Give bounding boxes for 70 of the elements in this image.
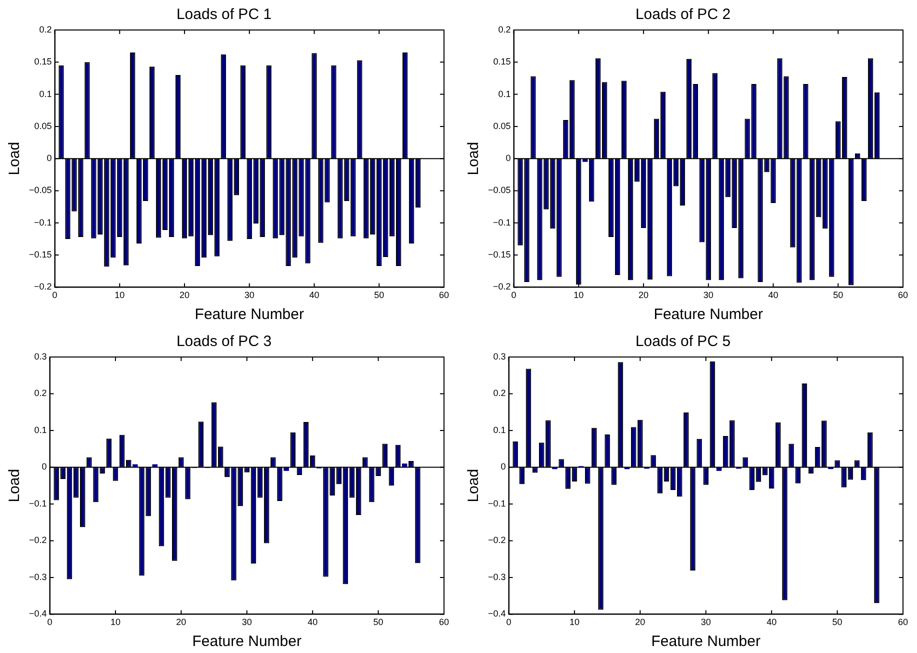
x-axis-title: Feature Number [654, 306, 763, 324]
chart-title: Loads of PC 3 [176, 333, 272, 350]
y-tick-label: 0 [500, 462, 506, 472]
x-tick-label: 10 [114, 290, 125, 300]
x-tick-label: 60 [438, 617, 450, 628]
y-tick-label: 0.2 [39, 24, 52, 34]
y-tick-label: −0.4 [488, 608, 506, 619]
y-tick-label: −0.2 [488, 535, 506, 546]
y-tick-label: 0.15 [493, 56, 511, 67]
y-tick-label: 0.3 [34, 351, 47, 362]
y-tick-label: −0.3 [488, 572, 506, 582]
x-tick-label: 50 [374, 290, 384, 300]
y-axis-title: Load [465, 142, 482, 176]
y-tick-label: −0.3 [28, 572, 47, 582]
y-tick-label: −0.05 [488, 185, 511, 196]
y-tick-label: −0.2 [28, 535, 47, 546]
y-axis-title: Load [6, 142, 24, 176]
y-tick-label: −0.15 [28, 250, 52, 260]
y-tick-label: −0.05 [28, 185, 52, 196]
x-tick-label: 50 [373, 617, 384, 628]
x-tick-label: 20 [635, 617, 646, 628]
x-axis-title: Feature Number [651, 633, 760, 650]
chart-title: Loads of PC 2 [635, 6, 731, 24]
y-tick-label: 0 [42, 462, 47, 472]
x-tick-label: 20 [176, 617, 186, 628]
x-tick-label: 40 [768, 290, 778, 300]
y-tick-label: 0 [506, 153, 511, 164]
x-tick-label: 60 [438, 290, 450, 300]
y-tick-label: 0 [46, 153, 52, 164]
x-tick-label: 10 [569, 617, 580, 628]
x-tick-label: 40 [766, 617, 777, 628]
y-axis-title: Load [465, 468, 482, 502]
x-tick-label: 30 [700, 617, 711, 628]
y-tick-label: 0.15 [34, 56, 52, 67]
y-tick-label: 0.05 [493, 120, 511, 131]
y-tick-label: −0.1 [28, 498, 47, 508]
y-tick-label: 0.1 [39, 88, 52, 99]
x-tick-label: 60 [898, 290, 908, 300]
x-axis-title: Feature Number [194, 306, 304, 324]
x-tick-label: 20 [638, 290, 649, 300]
x-tick-label: 30 [703, 290, 714, 300]
x-tick-label: 20 [180, 290, 190, 300]
y-tick-label: −0.4 [28, 608, 47, 619]
y-tick-label: 0.2 [498, 24, 511, 34]
x-tick-label: 40 [308, 617, 318, 628]
y-tick-label: −0.2 [492, 282, 511, 292]
chart-title: Loads of PC 5 [635, 333, 731, 350]
y-tick-label: −0.1 [488, 498, 506, 508]
x-tick-label: 30 [242, 617, 252, 628]
x-tick-label: 40 [309, 290, 320, 300]
x-tick-label: 10 [110, 617, 120, 628]
y-tick-label: 0.2 [34, 388, 47, 398]
y-tick-label: 0.1 [498, 88, 511, 99]
y-tick-label: 0.3 [493, 351, 506, 362]
y-axis-title: Load [6, 468, 24, 502]
y-tick-label: −0.2 [34, 282, 52, 292]
y-tick-label: −0.1 [34, 217, 52, 228]
x-axis-title: Feature Number [192, 633, 302, 650]
x-tick-label: 10 [574, 290, 584, 300]
y-tick-label: −0.1 [492, 217, 511, 228]
y-tick-label: 0.1 [493, 424, 506, 435]
x-tick-label: 50 [832, 617, 842, 628]
x-tick-label: 60 [898, 617, 908, 628]
x-tick-label: 30 [244, 290, 254, 300]
chart-title: Loads of PC 1 [176, 6, 272, 24]
y-tick-label: −0.15 [488, 250, 511, 260]
y-tick-label: 0.2 [493, 388, 506, 398]
y-tick-label: 0.05 [34, 120, 52, 131]
x-tick-label: 50 [833, 290, 844, 300]
y-tick-label: 0.1 [34, 424, 47, 435]
